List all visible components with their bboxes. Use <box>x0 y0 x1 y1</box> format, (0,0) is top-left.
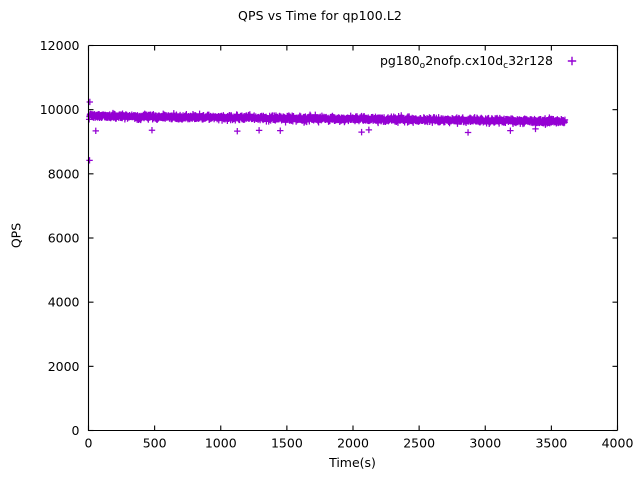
y-tick-label: 12000 <box>40 38 80 53</box>
x-tick-label: 0 <box>85 436 93 451</box>
x-tick-label: 500 <box>143 436 167 451</box>
data-points-layer <box>85 98 569 164</box>
legend-marker-plus <box>567 56 577 66</box>
y-tick-label: 6000 <box>48 231 80 246</box>
legend-label: pg180o2nofp.cx10dc32r128 <box>380 53 553 71</box>
legend-label-part: 32r128 <box>508 53 553 68</box>
x-tick-label: 2500 <box>403 436 435 451</box>
legend-label-part: c <box>503 61 508 71</box>
legend-label-part: o <box>420 61 426 71</box>
plot-border <box>87 44 619 432</box>
y-tick-label: 4000 <box>48 295 80 310</box>
x-axis-label: Time(s) <box>329 455 376 470</box>
legend: pg180o2nofp.cx10dc32r128 <box>380 53 577 71</box>
series-points-0 <box>85 98 569 164</box>
x-tick-label: 3500 <box>535 436 567 451</box>
x-tick-label: 2000 <box>337 436 369 451</box>
x-tick-label: 3000 <box>469 436 501 451</box>
y-tick-label: 0 <box>72 423 80 438</box>
y-tick-label: 2000 <box>48 359 80 374</box>
y-tick-label: 10000 <box>40 102 80 117</box>
legend-label-part: 2nofp.cx10d <box>425 53 503 68</box>
x-tick-label: 4000 <box>602 436 634 451</box>
x-tick-label: 1500 <box>271 436 303 451</box>
chart-title: QPS vs Time for qp100.L2 <box>238 8 402 23</box>
x-tick-label: 1000 <box>205 436 237 451</box>
legend-label-part: pg180 <box>380 53 420 68</box>
axis-layer: 0 500 1000 1500 2000 2500 3000 3500 4000 0 2000 400… <box>40 38 634 451</box>
y-tick-label: 8000 <box>48 166 80 181</box>
